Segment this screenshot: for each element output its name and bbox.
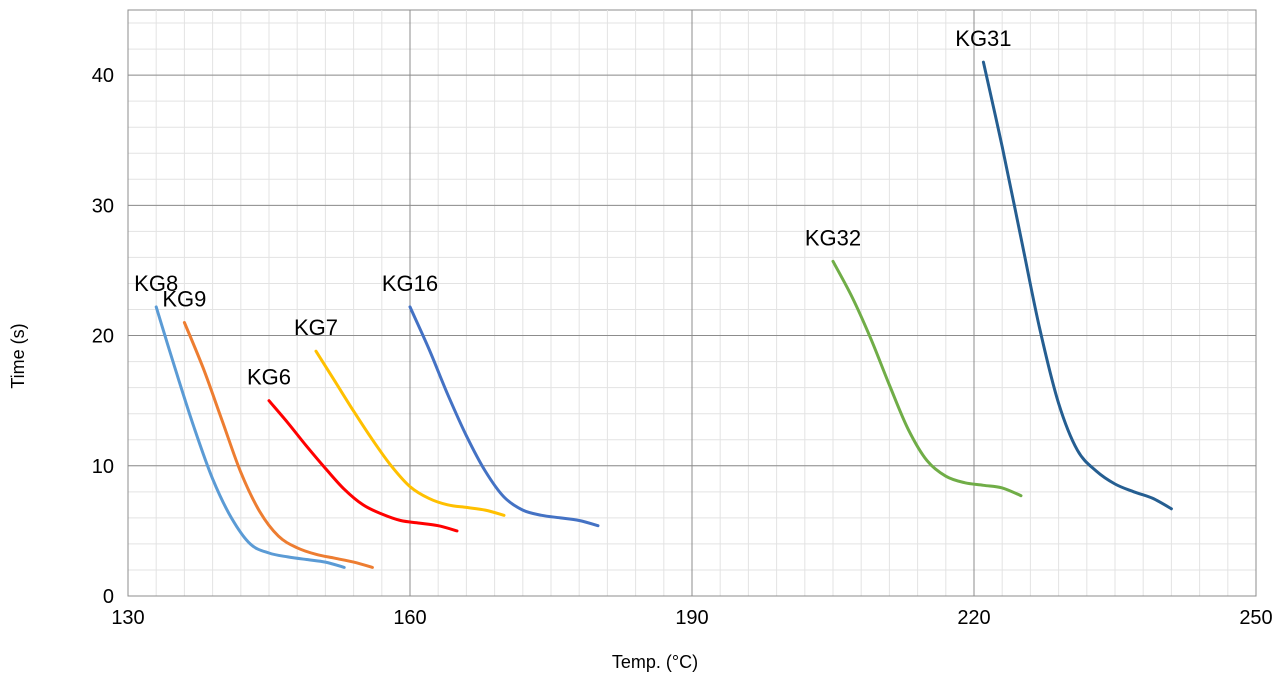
y-tick-label: 40 <box>92 65 114 87</box>
series-line-kg6 <box>267 399 459 533</box>
x-tick-label: 220 <box>957 607 990 629</box>
series-label-kg9: KG9 <box>162 287 206 312</box>
y-axis-label: Time (s) <box>8 323 28 388</box>
series-label-kg6: KG6 <box>247 365 291 390</box>
series-line-kg9 <box>182 321 374 569</box>
x-tick-label: 190 <box>675 607 708 629</box>
x-tick-labels: 130 160 190 220 250 <box>111 607 1272 629</box>
major-grid <box>127 10 1257 597</box>
series-line-kg32 <box>831 259 1023 498</box>
series-label-kg32: KG32 <box>805 225 861 250</box>
y-tick-labels: 0 10 20 30 40 <box>92 65 114 608</box>
x-tick-label: 130 <box>111 607 144 629</box>
y-tick-label: 10 <box>92 456 114 478</box>
series-line-kg31 <box>981 60 1173 511</box>
y-tick-label: 30 <box>92 195 114 217</box>
x-tick-label: 160 <box>393 607 426 629</box>
series-lines <box>154 60 1173 569</box>
y-tick-label: 20 <box>92 326 114 348</box>
series-line-kg7 <box>314 349 506 517</box>
x-tick-label: 250 <box>1239 607 1272 629</box>
series-label-kg16: KG16 <box>382 271 438 296</box>
series-label-kg8: KG8 <box>134 271 178 296</box>
series-line-kg16 <box>408 305 600 528</box>
series-label-kg31: KG31 <box>955 26 1011 51</box>
series-line-kg8 <box>154 305 346 569</box>
x-axis-label: Temp. (°C) <box>612 652 698 672</box>
series-label-kg7: KG7 <box>294 315 338 340</box>
y-tick-label: 0 <box>103 586 114 608</box>
